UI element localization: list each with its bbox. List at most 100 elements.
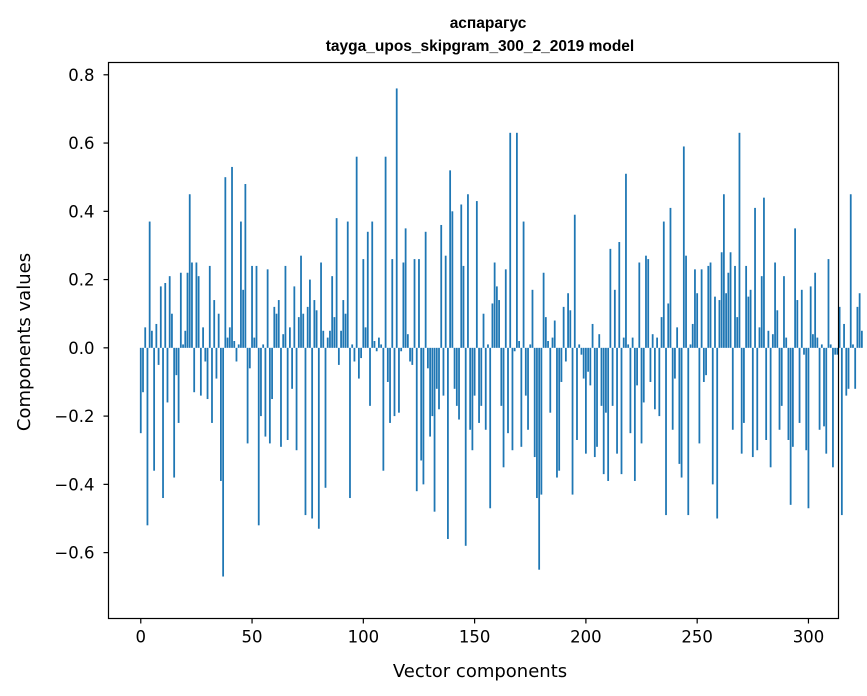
bar-310 bbox=[829, 344, 832, 348]
bar-311 bbox=[832, 347, 834, 468]
bar-154 bbox=[482, 313, 485, 348]
bar-152 bbox=[478, 347, 480, 423]
bar-175 bbox=[529, 344, 532, 348]
bar-213 bbox=[613, 289, 616, 348]
bar-238 bbox=[669, 207, 672, 348]
bar-7 bbox=[155, 323, 158, 348]
bar-45 bbox=[240, 221, 242, 348]
bar-40 bbox=[228, 327, 231, 348]
bar-309 bbox=[827, 259, 830, 348]
bar-320 bbox=[852, 344, 854, 348]
bar-124 bbox=[415, 347, 418, 492]
bar-19 bbox=[182, 344, 184, 348]
bar-256 bbox=[709, 262, 712, 348]
bar-230 bbox=[651, 334, 654, 348]
bar-271 bbox=[743, 347, 745, 423]
bar-135 bbox=[440, 224, 443, 348]
bar-321 bbox=[854, 347, 857, 389]
bar-196 bbox=[576, 347, 578, 440]
bar-319 bbox=[849, 194, 852, 348]
bar-72 bbox=[300, 255, 302, 348]
bar-314 bbox=[838, 306, 841, 348]
bar-290 bbox=[785, 337, 788, 348]
bar-139 bbox=[449, 170, 452, 348]
bar-58 bbox=[268, 347, 271, 444]
bar-8 bbox=[157, 347, 160, 365]
bar-315 bbox=[840, 347, 843, 516]
bar-174 bbox=[527, 347, 529, 430]
bar-52 bbox=[255, 265, 258, 348]
bar-171 bbox=[520, 347, 523, 447]
bar-2 bbox=[144, 327, 147, 348]
bar-220 bbox=[629, 347, 632, 434]
bar-56 bbox=[264, 347, 267, 437]
bar-226 bbox=[642, 347, 645, 403]
bar-212 bbox=[611, 347, 614, 406]
bar-167 bbox=[511, 347, 514, 451]
bar-163 bbox=[502, 347, 505, 468]
bar-178 bbox=[536, 347, 538, 499]
bar-1 bbox=[142, 347, 144, 393]
bar-158 bbox=[491, 303, 494, 348]
bar-308 bbox=[825, 347, 828, 454]
bar-73 bbox=[302, 313, 305, 348]
bar-294 bbox=[794, 228, 796, 348]
bar-82 bbox=[322, 330, 325, 348]
y-tick-label-4: 0.2 bbox=[68, 271, 94, 290]
bar-272 bbox=[745, 265, 748, 348]
bar-85 bbox=[329, 330, 331, 348]
bar-31 bbox=[208, 265, 211, 348]
bar-215 bbox=[618, 242, 621, 348]
bar-141 bbox=[453, 347, 456, 389]
bars-group bbox=[139, 88, 863, 577]
bar-101 bbox=[364, 327, 367, 348]
bar-102 bbox=[366, 231, 369, 348]
y-tick-label-7: 0.8 bbox=[68, 66, 94, 85]
bar-246 bbox=[687, 347, 690, 516]
bar-71 bbox=[297, 317, 300, 348]
bar-146 bbox=[464, 347, 467, 546]
bar-18 bbox=[179, 272, 182, 348]
bar-200 bbox=[585, 347, 587, 454]
bar-64 bbox=[282, 334, 285, 348]
bar-130 bbox=[429, 347, 431, 437]
bar-28 bbox=[202, 327, 204, 348]
bar-46 bbox=[242, 289, 245, 348]
bar-281 bbox=[765, 347, 768, 440]
x-tick-label-200: 200 bbox=[570, 628, 602, 647]
bar-36 bbox=[220, 347, 222, 481]
bar-166 bbox=[509, 132, 512, 348]
bar-90 bbox=[340, 330, 342, 348]
bar-49 bbox=[248, 347, 251, 369]
bar-39 bbox=[226, 337, 229, 348]
bar-133 bbox=[435, 347, 438, 389]
bar-15 bbox=[173, 347, 176, 478]
bar-254 bbox=[705, 347, 707, 376]
bar-189 bbox=[560, 347, 563, 382]
bar-118 bbox=[402, 262, 405, 348]
bar-69 bbox=[293, 286, 296, 348]
bar-233 bbox=[658, 347, 661, 417]
bar-249 bbox=[694, 269, 696, 348]
bar-284 bbox=[771, 334, 774, 348]
plot-frame bbox=[107, 61, 840, 620]
bar-279 bbox=[760, 276, 763, 348]
bar-184 bbox=[549, 347, 552, 413]
bar-34 bbox=[215, 347, 218, 379]
bar-149 bbox=[471, 347, 474, 451]
bar-25 bbox=[195, 262, 198, 348]
bar-67 bbox=[289, 327, 291, 348]
bar-197 bbox=[578, 344, 581, 348]
bar-9 bbox=[159, 286, 162, 348]
bar-33 bbox=[213, 300, 216, 348]
bar-14 bbox=[171, 313, 173, 348]
bar-155 bbox=[484, 347, 487, 430]
bar-150 bbox=[473, 347, 476, 396]
bar-262 bbox=[722, 194, 725, 348]
bar-169 bbox=[516, 132, 518, 348]
bar-5 bbox=[151, 330, 153, 348]
bar-132 bbox=[433, 347, 436, 512]
bar-156 bbox=[487, 344, 489, 348]
bar-317 bbox=[845, 347, 848, 396]
bar-210 bbox=[607, 347, 610, 481]
